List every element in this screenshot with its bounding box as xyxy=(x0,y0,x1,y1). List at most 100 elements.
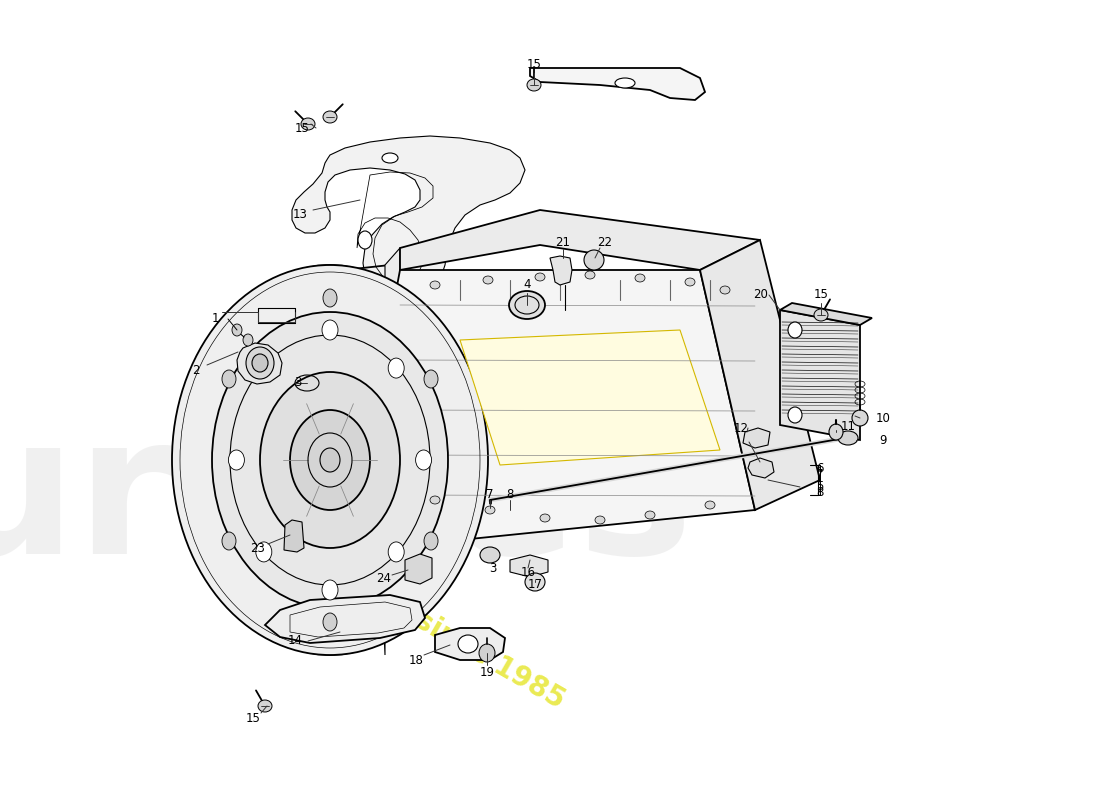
Ellipse shape xyxy=(290,410,370,510)
Ellipse shape xyxy=(615,78,635,88)
Ellipse shape xyxy=(705,501,715,509)
Text: 3: 3 xyxy=(295,377,301,390)
Text: 5: 5 xyxy=(816,481,824,494)
Polygon shape xyxy=(780,310,860,440)
Text: 17: 17 xyxy=(528,578,542,591)
Ellipse shape xyxy=(416,450,431,470)
Text: 8: 8 xyxy=(506,489,514,502)
Text: 21: 21 xyxy=(556,235,571,249)
Ellipse shape xyxy=(478,644,495,662)
Ellipse shape xyxy=(814,309,828,321)
Text: 15: 15 xyxy=(814,289,828,302)
Ellipse shape xyxy=(720,286,730,294)
Text: 8: 8 xyxy=(816,486,824,499)
Ellipse shape xyxy=(485,506,495,514)
Polygon shape xyxy=(510,555,548,577)
Ellipse shape xyxy=(256,358,272,378)
Ellipse shape xyxy=(852,410,868,426)
Text: 7: 7 xyxy=(816,469,824,482)
Ellipse shape xyxy=(509,291,544,319)
Ellipse shape xyxy=(540,514,550,522)
Polygon shape xyxy=(355,270,755,540)
Ellipse shape xyxy=(430,496,440,504)
Polygon shape xyxy=(282,265,471,655)
Polygon shape xyxy=(700,240,820,510)
Text: 10: 10 xyxy=(876,411,890,425)
Text: 20: 20 xyxy=(754,289,769,302)
Polygon shape xyxy=(748,458,774,478)
Text: 23: 23 xyxy=(251,542,265,554)
Text: 16: 16 xyxy=(520,566,536,579)
Polygon shape xyxy=(284,520,304,552)
Ellipse shape xyxy=(525,573,544,591)
Ellipse shape xyxy=(685,278,695,286)
Ellipse shape xyxy=(323,289,337,307)
Text: 2: 2 xyxy=(192,363,200,377)
Ellipse shape xyxy=(483,276,493,284)
Ellipse shape xyxy=(243,334,253,346)
Ellipse shape xyxy=(358,231,372,249)
Polygon shape xyxy=(236,343,282,384)
Ellipse shape xyxy=(172,265,488,655)
Text: 12: 12 xyxy=(734,422,748,434)
Ellipse shape xyxy=(222,370,236,388)
Ellipse shape xyxy=(322,580,338,600)
Ellipse shape xyxy=(788,322,802,338)
Text: 18: 18 xyxy=(408,654,424,666)
Polygon shape xyxy=(265,595,425,643)
Text: 15: 15 xyxy=(295,122,309,135)
Ellipse shape xyxy=(322,320,338,340)
Ellipse shape xyxy=(480,547,501,563)
Text: 22: 22 xyxy=(597,235,613,249)
Text: 24: 24 xyxy=(376,571,392,585)
Ellipse shape xyxy=(323,613,337,631)
Text: since 1985: since 1985 xyxy=(410,606,570,714)
Ellipse shape xyxy=(320,448,340,472)
Polygon shape xyxy=(550,256,572,285)
Ellipse shape xyxy=(232,324,242,336)
Polygon shape xyxy=(742,428,770,448)
Ellipse shape xyxy=(212,312,448,608)
Ellipse shape xyxy=(788,407,802,423)
Ellipse shape xyxy=(323,111,337,123)
Text: 13: 13 xyxy=(293,209,307,222)
Ellipse shape xyxy=(458,635,478,653)
Ellipse shape xyxy=(527,79,541,91)
Ellipse shape xyxy=(635,274,645,282)
Polygon shape xyxy=(434,628,505,660)
Text: 4: 4 xyxy=(524,278,530,291)
Ellipse shape xyxy=(258,700,272,712)
Text: 1: 1 xyxy=(211,311,219,325)
Text: 19: 19 xyxy=(480,666,495,678)
Polygon shape xyxy=(460,330,720,465)
Text: 15: 15 xyxy=(245,711,261,725)
Polygon shape xyxy=(530,68,705,100)
Ellipse shape xyxy=(388,358,404,378)
Polygon shape xyxy=(780,303,872,325)
Polygon shape xyxy=(405,554,432,584)
Text: 14: 14 xyxy=(287,634,303,647)
Text: 3: 3 xyxy=(490,562,497,574)
Text: 6: 6 xyxy=(816,462,824,474)
Ellipse shape xyxy=(252,354,268,372)
Text: 15: 15 xyxy=(527,58,541,71)
Ellipse shape xyxy=(301,118,315,130)
Text: europes: europes xyxy=(0,406,694,594)
Ellipse shape xyxy=(222,532,236,550)
Polygon shape xyxy=(400,210,760,270)
Ellipse shape xyxy=(585,271,595,279)
Polygon shape xyxy=(355,248,460,655)
Ellipse shape xyxy=(645,511,654,519)
Ellipse shape xyxy=(256,542,272,562)
Ellipse shape xyxy=(382,153,398,163)
Ellipse shape xyxy=(424,370,438,388)
Ellipse shape xyxy=(246,347,274,379)
Text: a passion: a passion xyxy=(249,550,392,650)
Ellipse shape xyxy=(584,250,604,270)
Ellipse shape xyxy=(829,424,843,440)
Ellipse shape xyxy=(430,281,440,289)
Ellipse shape xyxy=(535,273,544,281)
Ellipse shape xyxy=(595,516,605,524)
Ellipse shape xyxy=(424,532,438,550)
Text: 9: 9 xyxy=(879,434,887,446)
